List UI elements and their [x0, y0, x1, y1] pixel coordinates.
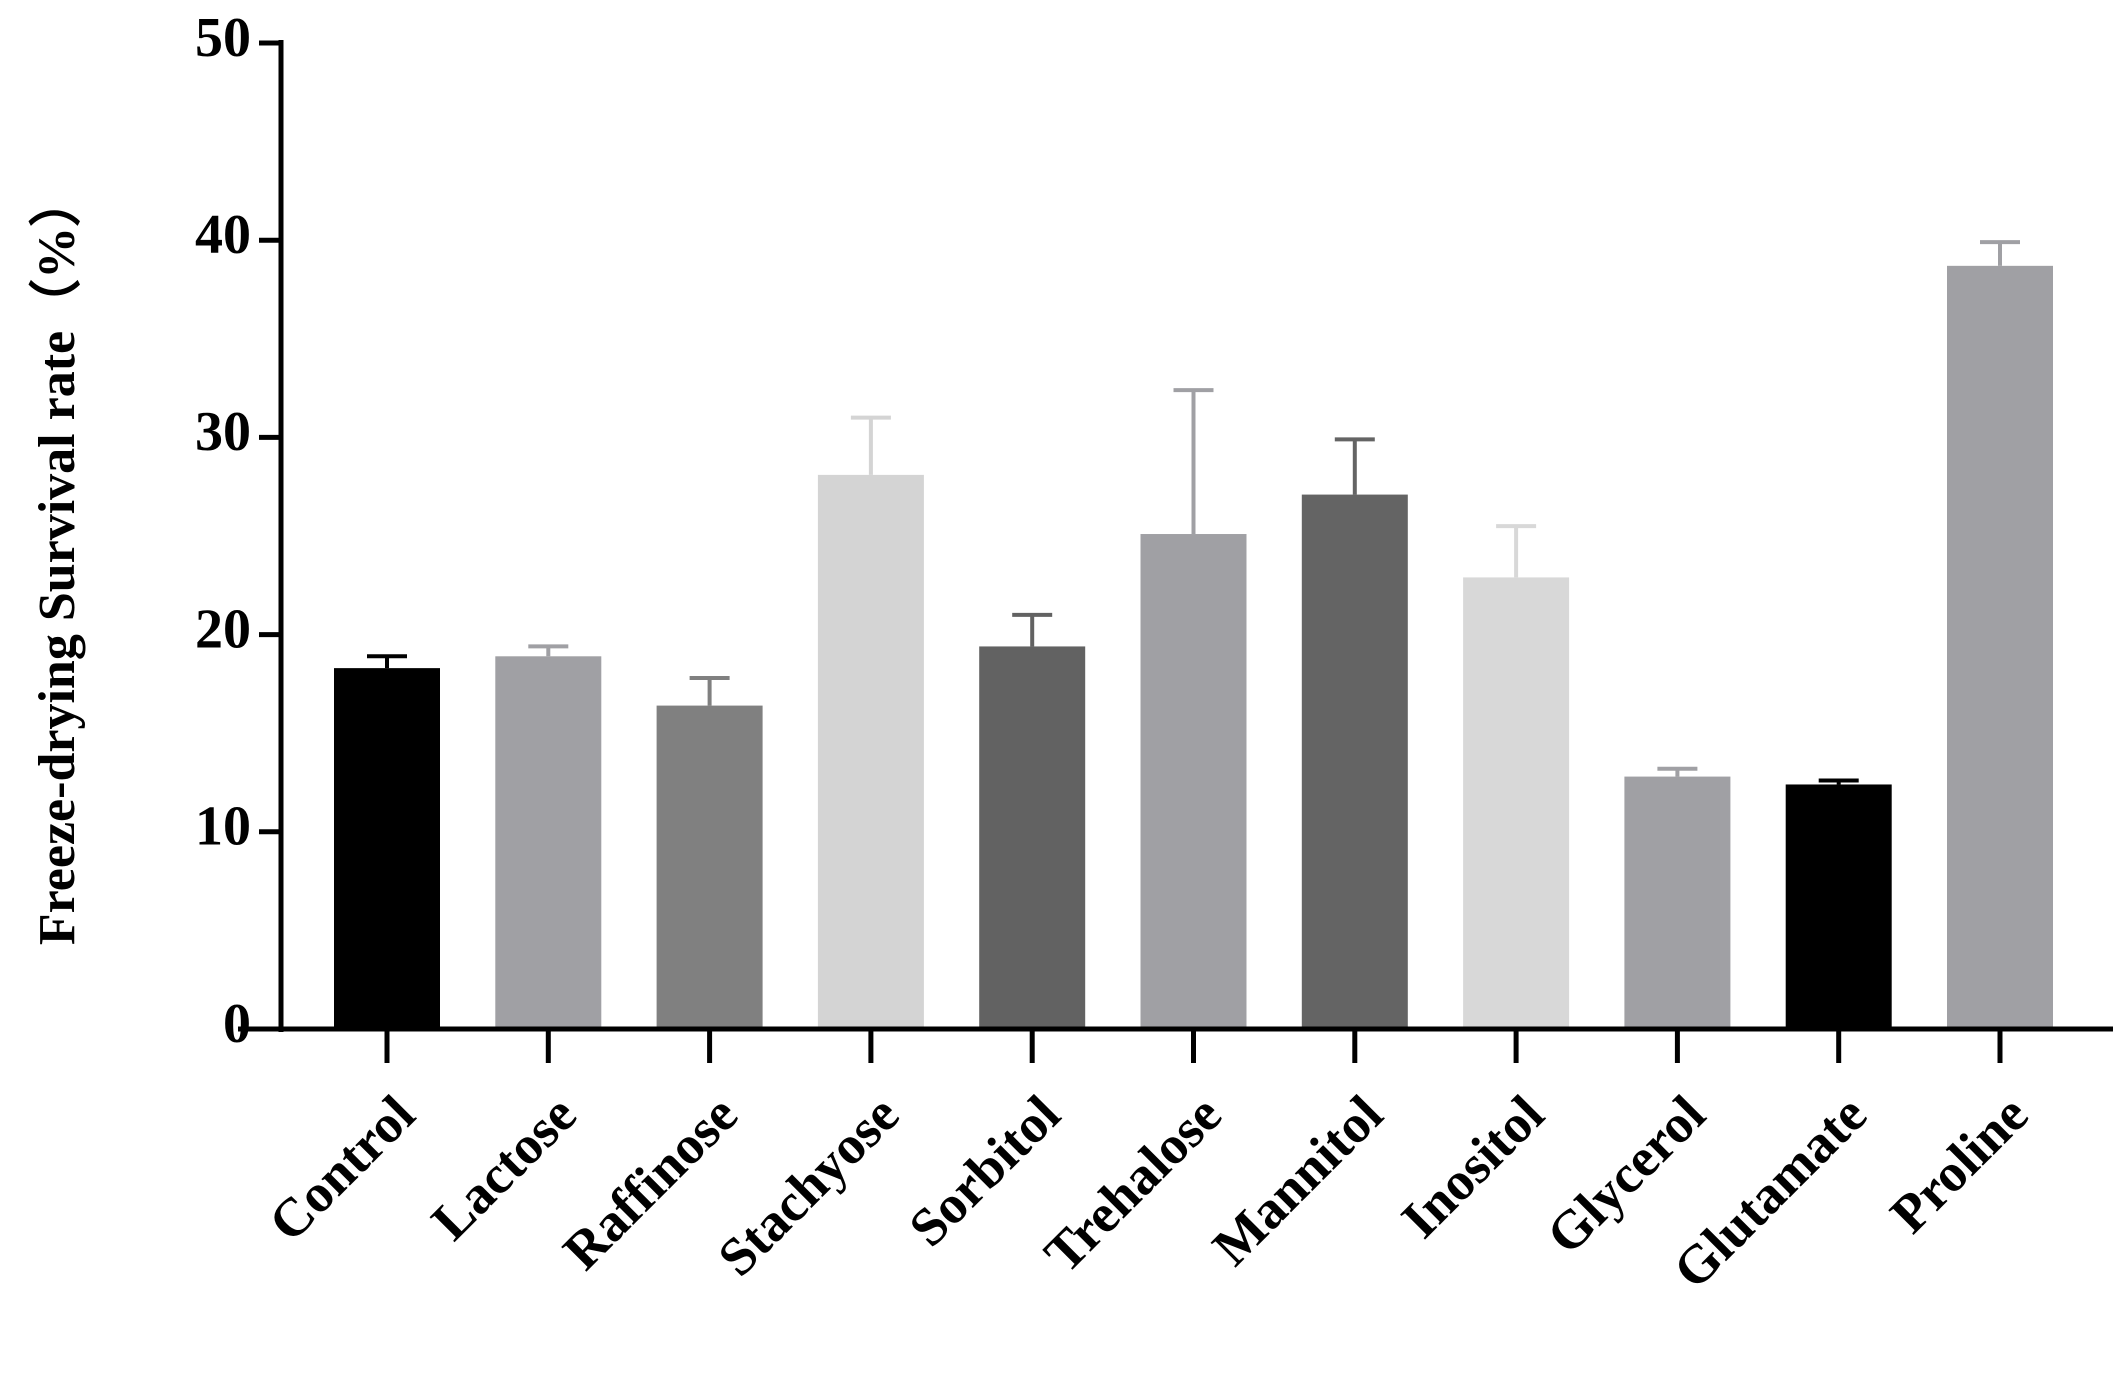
y-tick-label: 30: [195, 401, 251, 463]
x-tick-label: Lactose: [420, 1084, 588, 1252]
y-tick-label: 50: [195, 7, 251, 69]
y-axis-title: Freeze-drying Survival rate（%）: [28, 175, 86, 945]
x-tick-label: Mannitol: [1201, 1084, 1394, 1277]
bar: [979, 646, 1086, 1029]
bar: [1140, 534, 1247, 1029]
x-tick-label: Proline: [1879, 1084, 2040, 1245]
bar: [1624, 776, 1731, 1029]
y-tick-label: 20: [195, 598, 251, 660]
x-tick-label: Control: [257, 1084, 426, 1253]
bar: [334, 668, 440, 1029]
bar: [1301, 494, 1408, 1029]
x-tick-label: Inositol: [1390, 1084, 1556, 1250]
bar: [1463, 577, 1570, 1029]
bar: [1785, 784, 1892, 1029]
y-tick-label: 40: [195, 204, 251, 266]
bar: [817, 474, 924, 1029]
x-tick-label: Trehalose: [1033, 1084, 1233, 1284]
y-tick-label: 10: [195, 796, 251, 858]
bar: [656, 705, 763, 1029]
y-tick-label: 0: [223, 993, 251, 1055]
bar: [1947, 265, 2053, 1029]
bar: [495, 656, 602, 1029]
x-tick-label: Stachyose: [707, 1084, 911, 1288]
